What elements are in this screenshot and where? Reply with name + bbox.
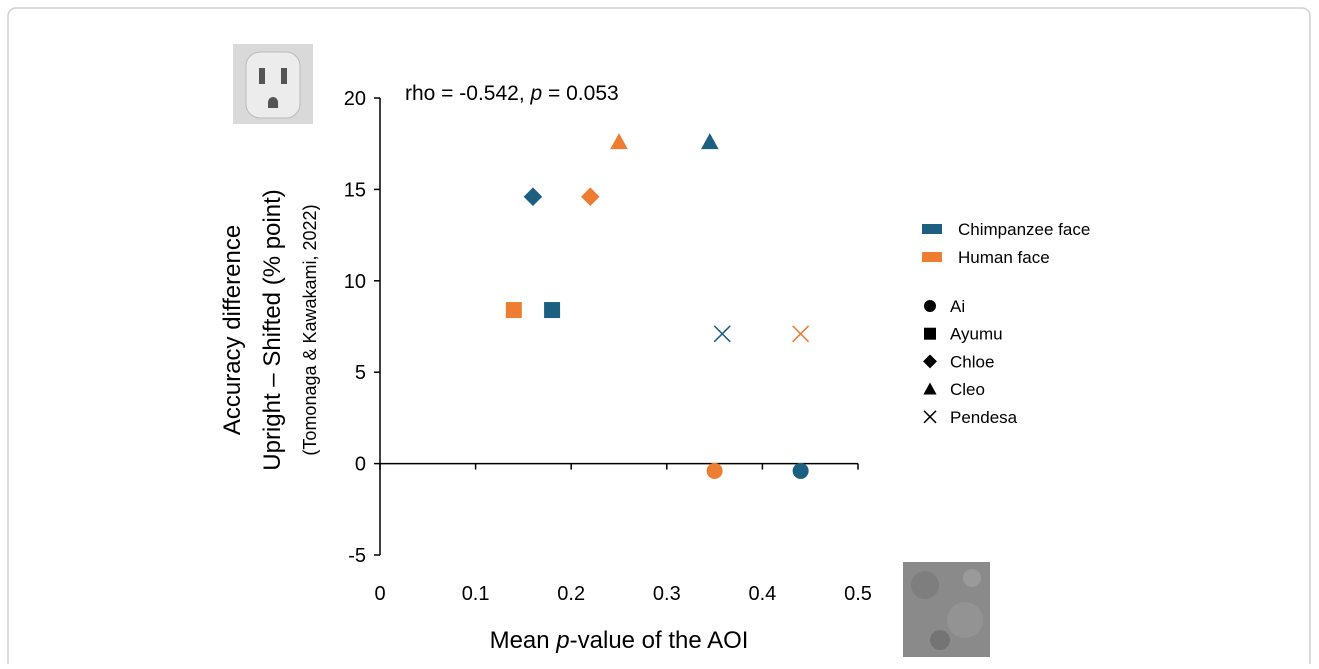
point (505, 302, 522, 319)
x-label-part: Mean (490, 627, 557, 654)
frame (7, 7, 1311, 669)
x-axis-label: Mean p-value of the AOI (490, 627, 749, 654)
y-label-line: (Tomonaga & Kawakami, 2022) (300, 204, 320, 455)
legend-label: Pendesa (950, 408, 1018, 427)
point (792, 325, 810, 343)
legend-marker (923, 410, 937, 424)
legend-marker (923, 354, 937, 369)
x-label-part: -value of the AOI (570, 627, 749, 654)
point (544, 302, 561, 319)
y-label-line: Upright – Shifted (% point) (259, 189, 286, 470)
x-tick-label: 0.4 (748, 583, 776, 605)
y-tick-label: 5 (355, 362, 366, 384)
annotation-part: = 0.053 (542, 82, 618, 105)
y-tick-label: -5 (348, 545, 366, 567)
x-tick-label: 0.2 (557, 583, 585, 605)
point (706, 462, 723, 479)
y-label-line: Accuracy difference (219, 225, 246, 435)
legend-marker (924, 300, 936, 312)
x-tick-label: 0.5 (844, 583, 872, 605)
annotation-part: p (530, 82, 543, 105)
y-tick-label: 0 (355, 454, 366, 476)
x-label-part: p (555, 627, 569, 654)
legend-swatch (922, 252, 942, 262)
annotation-part: rho = -0.542, (405, 82, 531, 105)
x-tick-label: 0 (374, 583, 385, 605)
y-tick-label: 15 (344, 179, 366, 201)
point (792, 462, 809, 479)
legend-label: Chimpanzee face (958, 220, 1090, 239)
y-axis-label: Accuracy difference Upright – Shifted (%… (219, 189, 320, 470)
outlet-image (233, 44, 313, 124)
point (581, 187, 600, 206)
annotation: rho = -0.542, p = 0.053 (405, 82, 619, 105)
legend-label: Cleo (950, 380, 985, 399)
point (701, 133, 719, 150)
legend-label: Chloe (950, 352, 994, 371)
point (523, 187, 543, 206)
y-tick-label: 10 (344, 271, 366, 293)
point (610, 133, 628, 150)
legend-label: Ai (950, 297, 965, 316)
y-tick-label: 20 (344, 88, 366, 110)
legend-swatch (922, 224, 942, 234)
legend-label: Human face (958, 248, 1050, 267)
x-tick-label: 0.1 (462, 583, 490, 605)
legend-marker (924, 327, 936, 340)
legend-marker (923, 382, 937, 395)
legend-label: Ayumu (950, 325, 1003, 344)
noise-image (903, 562, 990, 657)
point (713, 325, 731, 343)
x-tick-label: 0.3 (653, 583, 681, 605)
